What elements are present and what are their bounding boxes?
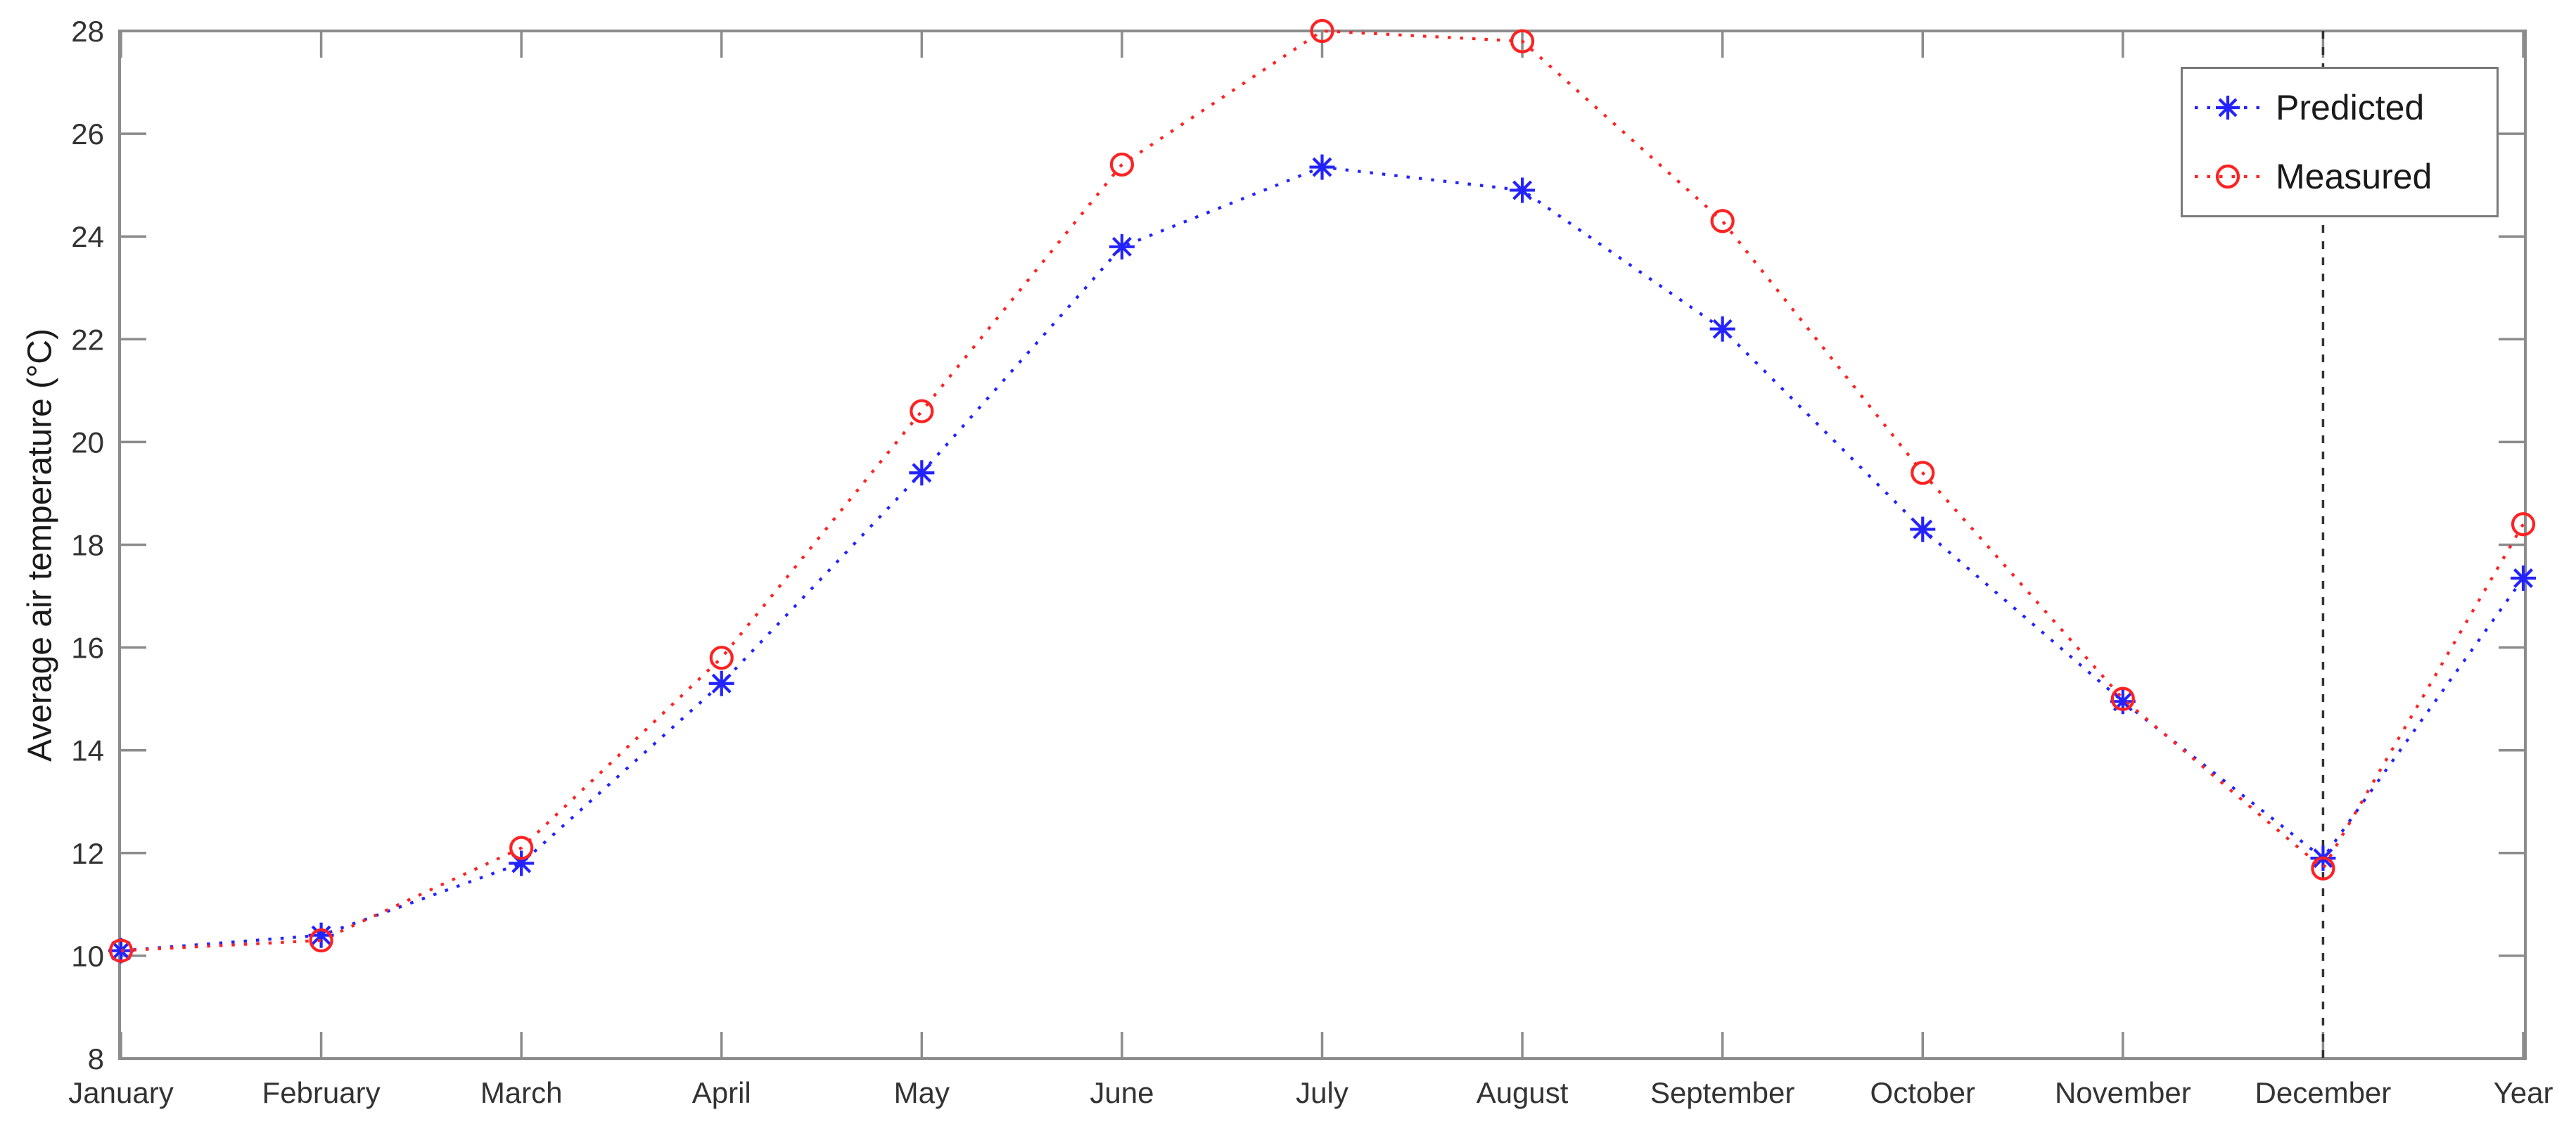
y-tick-labels: 8 10 12 14 16 18 20 22 24 26 28 (71, 15, 104, 1075)
measured-point (1510, 29, 1535, 53)
predicted-point (1309, 154, 1335, 180)
predicted-point (2511, 565, 2536, 591)
legend-label-predicted: Predicted (2276, 88, 2425, 127)
measured-point (1710, 209, 1735, 234)
measured-point (1109, 152, 1135, 177)
y-tick-label: 22 (71, 323, 104, 356)
y-tick-label: 10 (71, 940, 104, 973)
measured-point (2110, 686, 2135, 711)
measured-point (108, 938, 134, 963)
y-axis-title: Average air temperature (°C) (21, 328, 59, 762)
measured-marker-icon (2195, 164, 2261, 189)
y-tick-label: 8 (88, 1042, 104, 1075)
predicted-point (1510, 177, 1536, 203)
predicted-point (1109, 234, 1135, 260)
series-predicted-line (120, 165, 2525, 952)
series-measured-markers (108, 18, 2536, 963)
x-tick-label: February (262, 1076, 381, 1109)
x-tick-label: April (692, 1076, 751, 1109)
tick-marks (120, 30, 2525, 1060)
x-tick-label: September (1650, 1076, 1794, 1109)
x-tick-label: November (2055, 1076, 2191, 1109)
predicted-point (708, 670, 734, 696)
y-tick-label: 16 (71, 632, 104, 665)
y-tick-label: 24 (71, 220, 104, 253)
predicted-point (1910, 516, 1936, 542)
x-tick-label: July (1296, 1076, 1348, 1109)
x-tick-label: August (1477, 1076, 1569, 1109)
measured-point (509, 836, 534, 860)
x-tick-labels: January February March April May June July Augu… (68, 1076, 2553, 1109)
measured-point (709, 646, 734, 670)
x-tick-label: March (480, 1076, 563, 1109)
x-tick-label: December (2255, 1076, 2392, 1109)
x-tick-label: June (1090, 1076, 1154, 1109)
series-predicted-markers (108, 154, 2536, 964)
legend-entry-predicted[interactable]: Predicted (2193, 89, 2487, 126)
series-measured-line (120, 29, 2525, 952)
y-tick-label: 12 (71, 837, 104, 870)
predicted-point (1709, 316, 1735, 342)
plot-frame (118, 30, 2527, 1060)
legend-label-measured: Measured (2276, 157, 2432, 196)
x-tick-label: October (1870, 1076, 1975, 1109)
y-tick-label: 26 (71, 117, 104, 151)
y-tick-label: 20 (71, 426, 104, 459)
measured-point (1911, 461, 1935, 485)
y-tick-label: 28 (71, 15, 104, 48)
predicted-marker-icon (2195, 96, 2261, 120)
predicted-point (909, 460, 935, 486)
measured-point (309, 928, 333, 953)
measured-point (1310, 18, 1334, 44)
measured-point (2311, 856, 2335, 881)
measured-point (2511, 512, 2536, 537)
legend[interactable]: Predicted Measured (2181, 67, 2499, 217)
y-tick-label: 14 (71, 734, 104, 767)
x-tick-label: Year (2494, 1076, 2553, 1109)
legend-entry-measured[interactable]: Measured (2193, 158, 2487, 195)
y-tick-label: 18 (71, 529, 104, 562)
measured-point (910, 399, 934, 423)
x-tick-label: May (894, 1076, 950, 1109)
x-tick-label: January (68, 1076, 173, 1109)
